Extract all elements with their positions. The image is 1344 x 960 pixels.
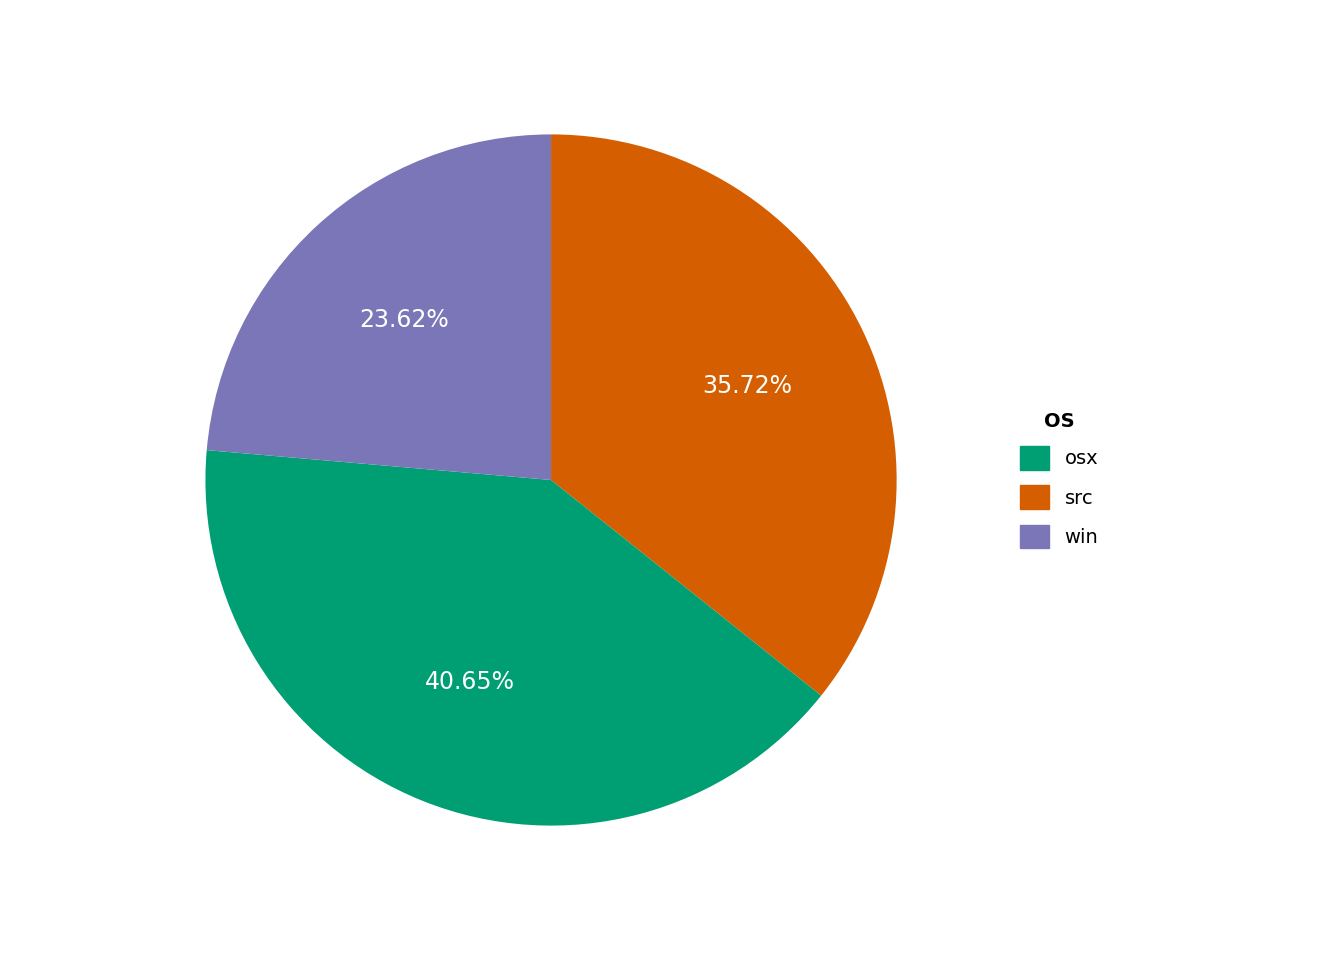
Wedge shape — [206, 450, 821, 826]
Text: 40.65%: 40.65% — [425, 670, 515, 694]
Wedge shape — [551, 134, 896, 696]
Legend: osx, src, win: osx, src, win — [1011, 402, 1107, 558]
Wedge shape — [207, 134, 551, 480]
Text: 35.72%: 35.72% — [702, 373, 792, 397]
Text: 23.62%: 23.62% — [359, 307, 449, 331]
